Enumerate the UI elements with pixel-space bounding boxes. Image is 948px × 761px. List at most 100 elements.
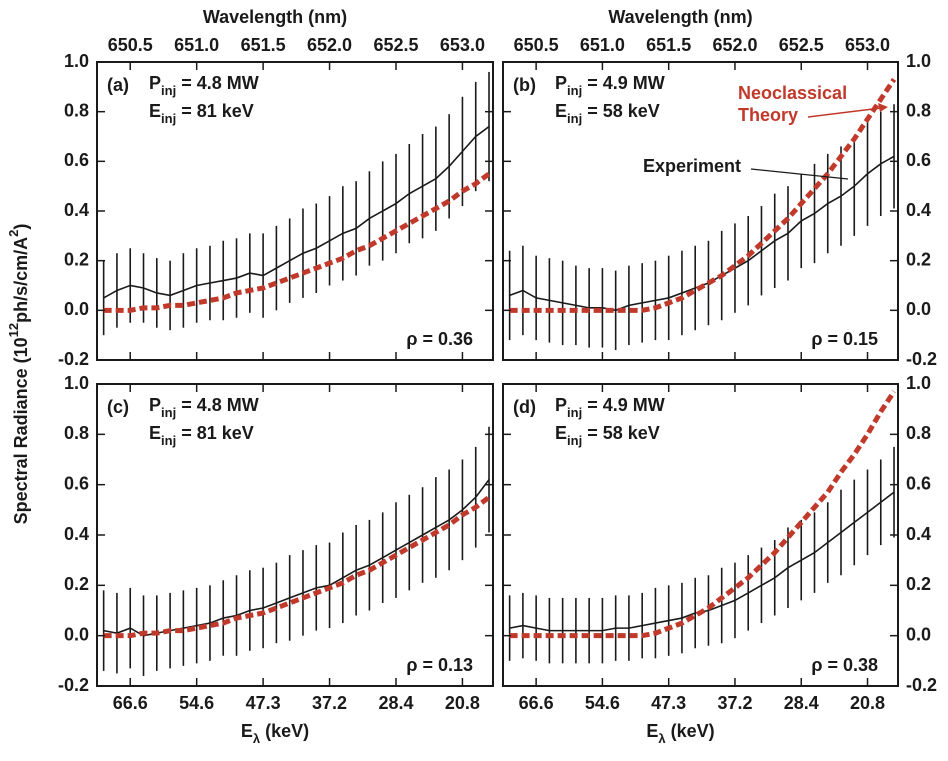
y-tick-label: 0.0 <box>906 624 931 644</box>
y-tick-label: 0.0 <box>64 299 89 319</box>
annotation: Pinj = 4.8 MW <box>149 395 259 420</box>
plot-frame <box>96 61 494 361</box>
x-tick-label: 651.0 <box>174 35 219 55</box>
y-tick-label: 0.6 <box>64 150 89 170</box>
x-tick-label: 653.0 <box>845 35 890 55</box>
text-part: E <box>555 101 567 121</box>
y-tick-label: 0.8 <box>906 423 931 443</box>
experiment-line <box>103 125 490 299</box>
theory-label: Theory <box>738 105 798 125</box>
y-tick-label: 0.2 <box>906 249 931 269</box>
y-tick-label: 1.0 <box>64 373 89 393</box>
x-tick-label: 652.5 <box>779 35 824 55</box>
theory-label: Neoclassical <box>738 83 847 103</box>
text-part: inj <box>567 405 582 420</box>
y-tick-label: 0.8 <box>64 100 89 120</box>
x-tick-label: 651.5 <box>646 35 691 55</box>
x-tick-label: 47.3 <box>246 693 281 713</box>
y-tick-label: 0.8 <box>64 423 89 443</box>
x-axis-title: Eλ (keV) <box>646 721 714 746</box>
text-part: 2 <box>6 230 21 237</box>
text-part: E <box>555 423 567 443</box>
panel-label: (c) <box>107 397 129 417</box>
rho-label: ρ = 0.36 <box>406 329 473 349</box>
y-tick-label: 0.0 <box>906 299 931 319</box>
plot-area <box>508 390 897 664</box>
annotation: Pinj = 4.8 MW <box>149 73 259 98</box>
text-part: inj <box>567 111 582 126</box>
text-part: P <box>149 395 161 415</box>
theory-curve <box>103 495 491 639</box>
text-part: E <box>149 423 161 443</box>
x-axis-title: Wavelength (nm) <box>608 7 752 27</box>
text-part: (keV) <box>260 721 309 741</box>
text-part: inj <box>567 433 582 448</box>
theory-arrowhead <box>878 103 888 112</box>
text-part: λ <box>253 731 261 746</box>
y-tick-label: 0.4 <box>64 200 89 220</box>
text-part: ) <box>11 224 31 230</box>
x-tick-label: 20.8 <box>850 693 885 713</box>
text-part: E <box>241 721 253 741</box>
x-tick-label: 20.8 <box>445 693 480 713</box>
plot-frame <box>96 383 494 687</box>
text-part: E <box>646 721 658 741</box>
text-part: = 4.8 MW <box>176 73 259 93</box>
theory-curve <box>103 171 491 313</box>
y-tick-label: -0.2 <box>906 675 937 695</box>
text-part: Spectral Radiance (10 <box>11 337 31 524</box>
x-tick-label: 37.2 <box>717 693 752 713</box>
x-tick-label: 652.0 <box>712 35 757 55</box>
text-part: = 4.9 MW <box>582 395 665 415</box>
y-tick-label: 0.2 <box>64 574 89 594</box>
x-axis-title: Wavelength (nm) <box>203 7 347 27</box>
y-axis-title: Spectral Radiance (1012ph/s/cm/A2) <box>6 224 31 525</box>
panel-label: (d) <box>513 397 536 417</box>
experiment-line <box>103 479 490 637</box>
annotation: Einj = 58 keV <box>555 423 660 448</box>
x-tick-label: 650.5 <box>514 35 559 55</box>
text-part: inj <box>161 433 176 448</box>
plot-area <box>102 426 491 676</box>
text-part: = 81 keV <box>176 423 254 443</box>
x-tick-label: 54.6 <box>179 693 214 713</box>
rho-label: ρ = 0.15 <box>811 329 878 349</box>
x-tick-label: 650.5 <box>108 35 153 55</box>
x-axis-title: Eλ (keV) <box>241 721 309 746</box>
y-tick-label: 0.0 <box>64 624 89 644</box>
text-part: inj <box>161 405 176 420</box>
text-part: inj <box>161 83 176 98</box>
text-part: = 4.9 MW <box>582 73 665 93</box>
text-part: = 58 keV <box>582 101 660 121</box>
text-part: (keV) <box>666 721 715 741</box>
x-tick-label: 651.0 <box>580 35 625 55</box>
y-tick-label: 1.0 <box>906 373 931 393</box>
x-tick-label: 37.2 <box>312 693 347 713</box>
y-tick-label: 0.2 <box>64 249 89 269</box>
y-tick-label: -0.2 <box>906 349 937 369</box>
panel-label: (b) <box>513 75 536 95</box>
text-part: 12 <box>6 323 21 337</box>
x-tick-label: 652.5 <box>373 35 418 55</box>
y-tick-label: 0.2 <box>906 574 931 594</box>
y-tick-label: 0.4 <box>64 524 89 544</box>
y-tick-label: 0.8 <box>906 100 931 120</box>
y-tick-label: -0.2 <box>58 675 89 695</box>
text-part: inj <box>161 111 176 126</box>
y-tick-label: 1.0 <box>906 51 931 71</box>
x-tick-label: 653.0 <box>440 35 485 55</box>
text-part: = 4.8 MW <box>176 395 259 415</box>
text-part: E <box>149 101 161 121</box>
y-tick-label: 0.6 <box>64 473 89 493</box>
text-part: ph/s/cm/A <box>11 237 31 323</box>
text-part: λ <box>658 731 666 746</box>
experiment-arrow <box>750 168 849 180</box>
annotation: Einj = 81 keV <box>149 423 254 448</box>
theory-arrow <box>807 107 882 118</box>
annotation: Einj = 58 keV <box>555 101 660 126</box>
y-tick-label: -0.2 <box>58 349 89 369</box>
y-tick-label: 0.6 <box>906 150 931 170</box>
panel-label: (a) <box>107 75 129 95</box>
x-tick-label: 28.4 <box>378 693 413 713</box>
annotation: Einj = 81 keV <box>149 101 254 126</box>
